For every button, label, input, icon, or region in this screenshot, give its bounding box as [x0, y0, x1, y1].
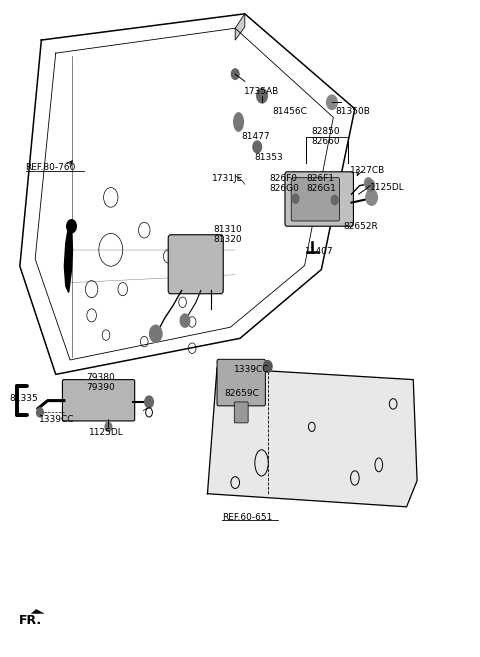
Text: 81335: 81335: [9, 394, 38, 403]
Circle shape: [253, 141, 262, 153]
Text: 1125DL: 1125DL: [89, 428, 124, 437]
Text: 11407: 11407: [305, 246, 333, 256]
Text: 81477: 81477: [241, 132, 270, 141]
Text: 82652R: 82652R: [343, 222, 378, 231]
Text: REF.80-760: REF.80-760: [25, 164, 76, 172]
Circle shape: [145, 396, 154, 408]
Text: 1731JE: 1731JE: [212, 173, 243, 183]
Circle shape: [331, 195, 338, 204]
Polygon shape: [207, 368, 417, 507]
Circle shape: [326, 95, 337, 110]
Text: 1735AB: 1735AB: [244, 87, 279, 96]
Text: 1339CC: 1339CC: [39, 415, 74, 424]
Circle shape: [366, 189, 377, 205]
Text: 1125DL: 1125DL: [370, 183, 405, 192]
Circle shape: [364, 177, 372, 188]
Text: 81310
81320: 81310 81320: [214, 225, 242, 244]
Text: 81350B: 81350B: [336, 107, 371, 116]
Circle shape: [366, 179, 374, 191]
Polygon shape: [31, 609, 45, 618]
Circle shape: [150, 325, 162, 342]
FancyBboxPatch shape: [62, 380, 135, 421]
Circle shape: [264, 361, 272, 373]
Text: 81456C: 81456C: [272, 107, 307, 116]
FancyBboxPatch shape: [285, 172, 353, 226]
Text: 81353: 81353: [254, 153, 283, 162]
Polygon shape: [235, 14, 245, 40]
Circle shape: [231, 69, 239, 79]
FancyBboxPatch shape: [217, 359, 265, 406]
Text: 82659C: 82659C: [225, 389, 260, 398]
Circle shape: [257, 89, 267, 103]
Polygon shape: [64, 231, 72, 292]
Text: 82850
82660: 82850 82660: [312, 127, 340, 146]
Ellipse shape: [234, 113, 243, 131]
FancyBboxPatch shape: [168, 235, 223, 294]
Circle shape: [180, 314, 190, 327]
FancyBboxPatch shape: [291, 177, 339, 221]
Text: REF.60-651: REF.60-651: [222, 513, 272, 522]
Text: 79380
79390: 79380 79390: [86, 373, 115, 392]
Text: 826F0
826G0: 826F0 826G0: [269, 173, 299, 193]
FancyBboxPatch shape: [234, 402, 248, 423]
Text: 826F1
826G1: 826F1 826G1: [306, 173, 336, 193]
Text: FR.: FR.: [19, 614, 42, 627]
Text: 1327CB: 1327CB: [350, 166, 385, 175]
Circle shape: [105, 422, 112, 432]
Circle shape: [67, 219, 76, 233]
Circle shape: [36, 408, 43, 417]
Text: 1339CC: 1339CC: [234, 365, 270, 374]
Circle shape: [292, 194, 299, 203]
